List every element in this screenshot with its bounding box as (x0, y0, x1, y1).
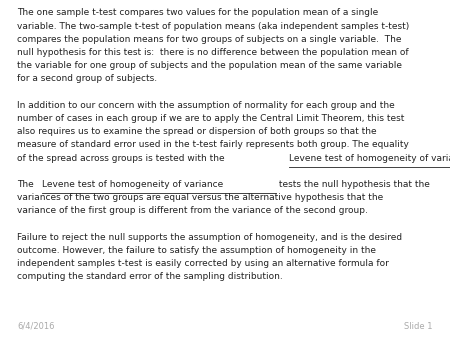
Text: Levene test of homogeneity of variance: Levene test of homogeneity of variance (42, 180, 224, 189)
Text: of the spread across groups is tested with the: of the spread across groups is tested wi… (17, 153, 228, 163)
Text: null hypothesis for this test is:  there is no difference between the population: null hypothesis for this test is: there … (17, 48, 409, 57)
Text: Levene test of homogeneity of variance: Levene test of homogeneity of variance (289, 153, 450, 163)
Text: tests the null hypothesis that the: tests the null hypothesis that the (276, 180, 430, 189)
Text: variances of the two groups are equal versus the alternative hypothesis that the: variances of the two groups are equal ve… (17, 193, 383, 202)
Text: Failure to reject the null supports the assumption of homogeneity, and is the de: Failure to reject the null supports the … (17, 233, 402, 242)
Text: measure of standard error used in the t-test fairly represents both group. The e: measure of standard error used in the t-… (17, 140, 409, 149)
Text: for a second group of subjects.: for a second group of subjects. (17, 74, 157, 83)
Text: the variable for one group of subjects and the population mean of the same varia: the variable for one group of subjects a… (17, 61, 402, 70)
Text: compares the population means for two groups of subjects on a single variable.  : compares the population means for two gr… (17, 35, 401, 44)
Text: 6/4/2016: 6/4/2016 (17, 321, 54, 331)
Text: computing the standard error of the sampling distribution.: computing the standard error of the samp… (17, 272, 283, 281)
Text: The: The (17, 180, 37, 189)
Text: The one sample t-test compares two values for the population mean of a single: The one sample t-test compares two value… (17, 8, 378, 18)
Text: also requires us to examine the spread or dispersion of both groups so that the: also requires us to examine the spread o… (17, 127, 377, 136)
Text: In addition to our concern with the assumption of normality for each group and t: In addition to our concern with the assu… (17, 101, 395, 110)
Text: variance of the first group is different from the variance of the second group.: variance of the first group is different… (17, 207, 368, 215)
Text: variable. The two-sample t-test of population means (aka independent samples t-t: variable. The two-sample t-test of popul… (17, 22, 410, 31)
Text: outcome. However, the failure to satisfy the assumption of homogeneity in the: outcome. However, the failure to satisfy… (17, 246, 376, 255)
Text: number of cases in each group if we are to apply the Central Limit Theorem, this: number of cases in each group if we are … (17, 114, 405, 123)
Text: Slide 1: Slide 1 (405, 321, 433, 331)
Text: independent samples t-test is easily corrected by using an alternative formula f: independent samples t-test is easily cor… (17, 259, 389, 268)
